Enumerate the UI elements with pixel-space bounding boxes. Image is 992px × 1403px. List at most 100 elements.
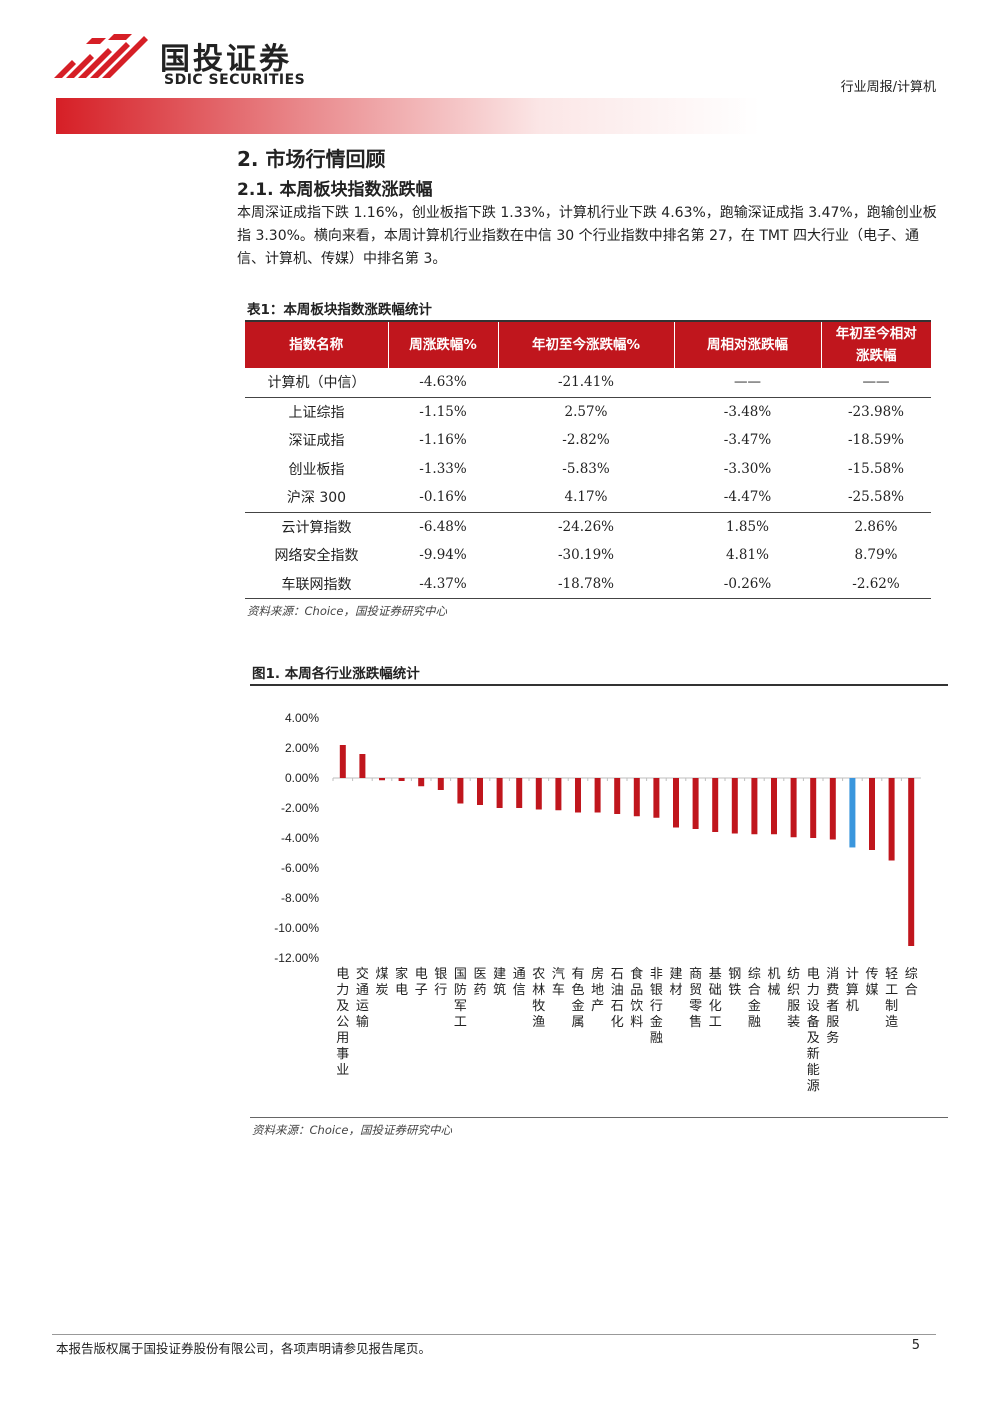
table-cell: -25.58% <box>847 489 905 506</box>
bar <box>555 778 562 811</box>
table-row: 沪深 300 -0.16% 4.17% -4.47% -25.58% <box>245 483 931 512</box>
x-category-label: 非银行金融 <box>650 967 663 1046</box>
x-category-label: 食品饮料 <box>630 966 643 1030</box>
index-performance-table: 指数名称 周涨跌幅% 年初至今涨跌幅% 周相对涨跌幅 年初至今相对涨跌幅 计算机… <box>245 322 931 599</box>
logo-text-cn: 国投证券 <box>160 42 292 77</box>
table-cell: 1.85% <box>674 511 821 541</box>
x-category-label: 家电 <box>395 966 408 998</box>
bar <box>849 778 856 848</box>
bar <box>829 778 836 840</box>
footer-disclaimer: 本报告版权属于国投证券股份有限公司，各项声明请参见报告尾页。 <box>56 1341 432 1356</box>
table-cell: -3.30% <box>723 460 772 477</box>
table-row: 云计算指数 -6.48% -24.26% 1.85% 2.86% <box>245 511 931 541</box>
table-cell: 2.57% <box>498 396 674 426</box>
table-cell: —— <box>862 374 890 391</box>
x-category-label: 通信 <box>513 967 526 998</box>
table-cell: -3.48% <box>674 396 821 426</box>
figure-bottom-rule <box>250 1117 948 1118</box>
column-header: 年初至今相对涨跌幅 <box>820 322 931 368</box>
table-cell: 计算机（中信） <box>267 375 366 392</box>
table-row: 创业板指 -1.33% -5.83% -3.30% -15.58% <box>245 455 931 484</box>
table-cell: -0.16% <box>419 489 467 506</box>
table-cell: -4.47% <box>723 489 772 506</box>
page-number: 5 <box>911 1338 920 1353</box>
table-cell: -2.62% <box>821 569 931 599</box>
column-header: 周相对涨跌幅 <box>673 322 821 368</box>
bar <box>339 745 346 778</box>
y-tick-label: 2.00% <box>285 741 319 755</box>
bar <box>437 778 444 790</box>
x-category-label: 电力设备及新能源 <box>807 967 820 1094</box>
x-category-label: 房地产 <box>591 966 604 1014</box>
y-tick-label: 4.00% <box>285 711 319 725</box>
x-category-label: 农林牧渔 <box>532 967 545 1030</box>
x-category-label: 有色金属 <box>571 967 584 1030</box>
x-category-label: 医药 <box>473 967 486 998</box>
table-cell: 4.17% <box>564 489 608 506</box>
x-category-label: 交通运输 <box>356 966 369 1030</box>
bar <box>653 778 660 818</box>
bar <box>477 778 483 805</box>
bar <box>869 778 875 850</box>
table-cell: -15.58% <box>847 460 905 477</box>
x-category-label: 石油石化 <box>611 967 624 1030</box>
bar <box>516 778 523 808</box>
table-cell: 深证成指 <box>288 433 345 450</box>
bar <box>614 778 621 814</box>
figure-title-rule <box>250 684 948 686</box>
section-heading: 2. 市场行情回顾 <box>237 147 386 171</box>
y-tick-label: -8.00% <box>281 891 319 905</box>
x-category-label: 电子 <box>415 967 428 998</box>
table-cell: -1.15% <box>388 396 498 426</box>
table-cell: -1.33% <box>419 460 467 477</box>
table-cell: -18.78% <box>498 569 674 599</box>
table-cell: 云计算指数 <box>245 511 388 541</box>
bar <box>418 778 425 787</box>
table-cell: 创业板指 <box>288 461 345 478</box>
y-tick-label: -10.00% <box>274 921 319 935</box>
x-category-label: 建材 <box>669 967 682 998</box>
bar <box>398 778 405 781</box>
table-cell: -4.37% <box>388 569 498 599</box>
table-cell: -9.94% <box>419 547 467 564</box>
y-tick-label: 0.00% <box>285 771 319 785</box>
x-category-label: 商贸零售 <box>689 967 702 1030</box>
y-tick-label: -6.00% <box>281 861 319 875</box>
bar <box>379 778 385 781</box>
y-tick-label: -12.00% <box>274 951 319 965</box>
table-cell: -18.59% <box>847 432 905 449</box>
table-title: 表1：本周板块指数涨跌幅统计 <box>247 302 432 318</box>
subsection-heading: 2.1. 本周板块指数涨跌幅 <box>237 180 433 200</box>
table-cell: -0.26% <box>674 569 821 599</box>
column-header: 指数名称 <box>245 322 388 368</box>
y-tick-label: -2.00% <box>281 801 319 815</box>
table-cell: -2.82% <box>562 432 610 449</box>
x-category-label: 纺织服装 <box>787 967 800 1030</box>
bar <box>810 778 817 838</box>
x-category-label: 综合金融 <box>748 967 761 1030</box>
header-gradient-bar <box>56 98 936 134</box>
table-cell: -24.26% <box>498 511 674 541</box>
table-cell: 车联网指数 <box>245 569 388 599</box>
bar <box>712 778 719 832</box>
bar <box>496 778 503 808</box>
summary-paragraph: 本周深证成指下跌 1.16%，创业板指下跌 1.33%，计算机行业下跌 4.63… <box>237 205 937 267</box>
table-row: 上证综指 -1.15% 2.57% -3.48% -23.98% <box>245 396 931 426</box>
table-cell: —— <box>734 374 761 391</box>
column-header: 年初至今涨跌幅% <box>497 322 674 368</box>
bar <box>457 778 464 804</box>
footer-rule <box>52 1334 936 1335</box>
bar <box>790 778 797 838</box>
table-cell: -23.98% <box>821 396 931 426</box>
bar <box>535 778 542 810</box>
bar <box>771 778 777 835</box>
table-cell: -4.63% <box>419 374 467 391</box>
table-cell: -30.19% <box>557 547 615 564</box>
x-category-label: 轻工制造 <box>885 967 898 1030</box>
bar <box>908 778 915 946</box>
bar <box>575 778 581 813</box>
table-cell: 沪深 300 <box>286 490 347 507</box>
table-cell: -21.41% <box>557 374 615 391</box>
bar <box>731 778 738 834</box>
x-category-label: 汽车 <box>552 967 565 998</box>
